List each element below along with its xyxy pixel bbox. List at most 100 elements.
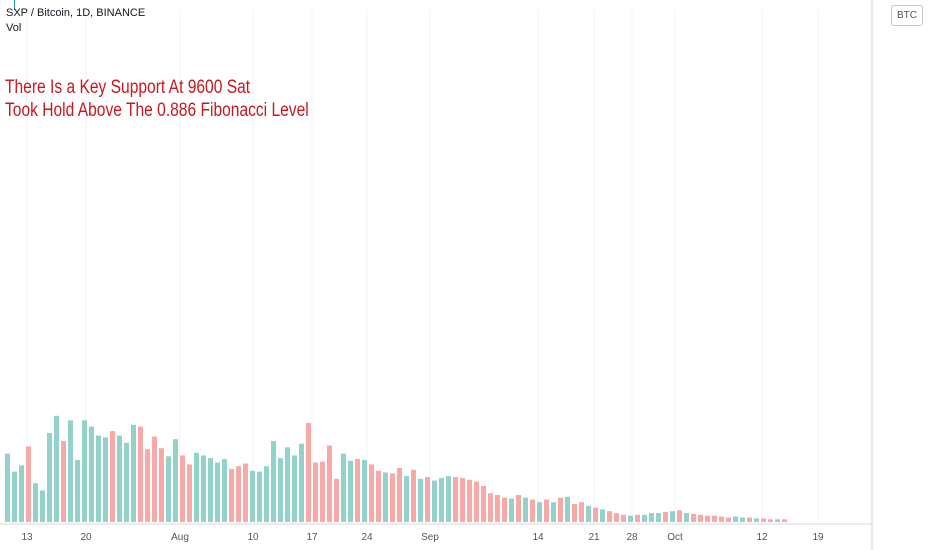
volume-bar [572,504,577,522]
annotation-line-1: There Is a Key Support At 9600 Sat [5,77,251,98]
volume-bar [733,516,738,522]
volume-bar [656,513,661,522]
volume-bar [446,476,451,522]
volume-bar [75,459,80,522]
grid [26,10,819,522]
x-tick-label: Sep [421,532,439,543]
volume-bar [159,448,164,522]
volume-bar [495,495,500,522]
volume-bar [320,461,325,522]
volume-bar [334,478,339,522]
volume-bar [131,424,136,522]
volume-bar [551,502,556,522]
x-tick-label: 14 [532,532,544,543]
volume-bar [187,464,192,522]
volume-bar [684,513,689,522]
volume-bar [285,447,290,522]
volume-bar [621,514,626,522]
volume-bar [439,477,444,522]
volume-bar [740,517,745,522]
volume-bar [383,472,388,522]
volume-bar [754,518,759,522]
volume-bar [600,509,605,522]
volume-bar [523,497,528,522]
volume-bar [642,514,647,522]
volume-bar [404,476,409,522]
volume-bar [243,463,248,522]
volume-bar [110,431,115,522]
volume-bar [257,471,262,522]
x-tick-label: Oct [667,532,683,543]
volume-bar [782,519,787,522]
x-tick-label: 17 [306,532,318,543]
volume-bar [145,449,150,522]
volume-bar [180,455,185,522]
volume-bar [348,460,353,522]
volume-bar [677,510,682,522]
volume-bar [19,465,24,522]
volume-bar [663,512,668,522]
volume-bar [586,505,591,522]
volume-bar [628,515,633,522]
volume-bar [558,497,563,522]
x-tick-label: 24 [361,532,373,543]
volume-bar [432,480,437,522]
volume-bar [453,477,458,522]
time-axis[interactable]: 13 20 Aug 10 17 24 Sep 14 21 28 Oct 12 19 [21,532,824,543]
volume-bar [89,426,94,522]
volume-bar [593,507,598,522]
volume-bar [544,499,549,522]
volume-bar [264,466,269,522]
x-tick-label: Aug [171,532,189,543]
volume-bar [54,415,59,522]
volume-bar [635,514,640,522]
currency-button[interactable]: BTC [891,5,923,26]
volume-bars [5,415,787,522]
volume-bar [40,490,45,522]
volume-bar [341,453,346,522]
volume-bar [726,517,731,522]
volume-bar [747,517,752,522]
volume-bar [768,519,773,522]
annotation-line-2: Took Hold Above The 0.886 Fibonacci Leve… [5,100,309,121]
volume-bar [705,515,710,522]
volume-bar [222,459,227,522]
volume-bar [117,435,122,522]
volume-bar [5,453,10,522]
volume-bar [362,459,367,522]
volume-bar [229,468,234,522]
volume-bar [488,493,493,522]
volume-bar [397,468,402,522]
volume-bar [355,459,360,522]
volume-bar [607,511,612,522]
volume-bar [313,462,318,522]
symbol-title[interactable]: SXP / Bitcoin, 1D, BINANCE [6,7,146,19]
volume-bar [292,455,297,522]
x-tick-label: 28 [626,532,638,543]
volume-bar [82,420,87,522]
volume-label[interactable]: Vol [6,22,22,34]
volume-bar [775,519,780,522]
volume-bar [369,464,374,522]
volume-bar [173,439,178,522]
volume-bar [649,513,654,522]
volume-bar [12,471,17,522]
volume-bar [138,426,143,522]
plot-background [0,0,872,524]
volume-bar [103,437,108,522]
volume-bar [152,436,157,522]
volume-bar [502,497,507,522]
volume-bar [201,455,206,522]
volume-bar [236,466,241,522]
volume-bar [271,441,276,522]
x-tick-label: 20 [80,532,92,543]
volume-bar [614,513,619,522]
volume-bar [68,420,73,522]
x-tick-label: 13 [21,532,33,543]
x-tick-label: 21 [588,532,600,543]
volume-bar [698,514,703,522]
volume-bar [460,477,465,522]
volume-bar [530,499,535,522]
volume-bar [61,441,66,522]
